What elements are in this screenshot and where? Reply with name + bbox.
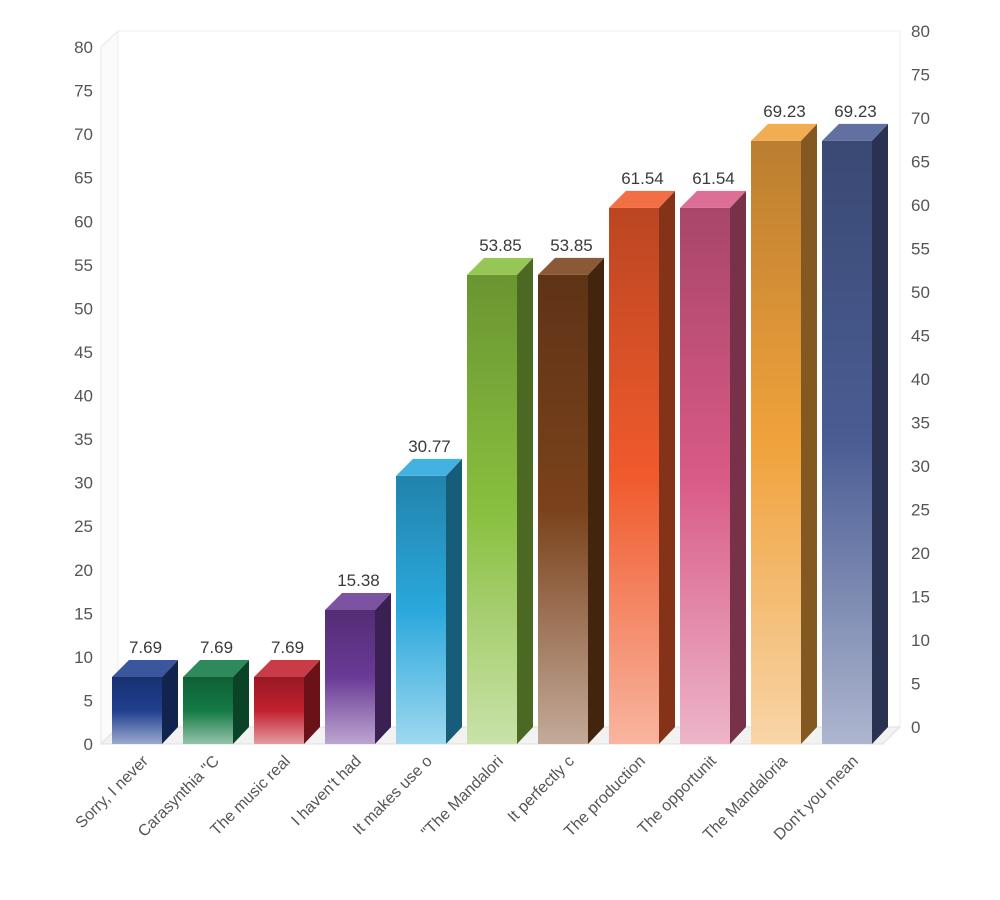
bar-front [112,677,162,744]
left-axis-tick-label: 50 [74,299,93,318]
data-label: 30.77 [408,437,451,456]
bar-top [751,123,817,141]
data-label: 7.69 [200,638,233,657]
data-label: 53.85 [550,236,593,255]
right-axis-tick-label: 60 [911,196,930,215]
right-axis-tick-label: 15 [911,588,930,607]
left-axis-tick-label: 70 [74,125,93,144]
bar-front [467,274,517,744]
data-label: 69.23 [834,102,877,121]
bar [254,660,320,744]
bar [183,660,249,744]
bar [751,123,817,745]
bar [325,593,391,744]
right-axis-tick-label: 5 [911,675,920,694]
right-axis-tick-label: 10 [911,631,930,650]
bar-side [517,257,533,744]
bar-top [609,190,675,208]
bar-front [183,677,233,744]
bars [112,123,888,745]
right-axis-tick-label: 40 [911,370,930,389]
left-axis-tick-label: 80 [74,38,93,57]
left-wall [100,29,119,746]
data-label: 61.54 [621,169,664,188]
data-label: 61.54 [692,169,735,188]
bar-side [375,593,391,744]
right-axis-tick-label: 25 [911,501,930,520]
bar [538,257,604,744]
bar-side [446,458,462,744]
left-axis-tick-label: 65 [74,169,93,188]
bar-front [751,140,801,744]
bar-top [538,257,604,275]
left-axis-tick-label: 45 [74,343,93,362]
bar-front [609,207,659,744]
left-axis-tick-label: 30 [74,474,93,493]
bar-top [112,660,178,678]
right-axis: 0 5 10 15 20 25 30 35 40 45 50 55 60 65 70 75 80 [911,22,930,737]
data-label: 7.69 [129,638,162,657]
right-axis-tick-label: 65 [911,153,930,172]
left-axis-tick-label: 75 [74,82,93,101]
bar-side [659,190,675,744]
bar-top [467,257,533,275]
bar-top [822,123,888,141]
data-label: 7.69 [271,638,304,657]
left-axis-tick-label: 10 [74,648,93,667]
bar [609,190,675,744]
bar-top [396,458,462,476]
category-label: I haven't had [288,753,364,829]
right-axis-tick-label: 45 [911,327,930,346]
bar-side [588,257,604,744]
left-axis-tick-label: 25 [74,517,93,536]
right-axis-tick-label: 80 [911,22,930,41]
left-axis-tick-label: 5 [84,691,93,710]
left-axis-tick-label: 20 [74,561,93,580]
bar-side [801,123,817,745]
bar-side [304,660,320,744]
bar-side [233,660,249,744]
category-label: It perfectly c [505,753,578,826]
bar-top [254,660,320,678]
bar-side [730,190,746,744]
bar [680,190,746,744]
data-label: 69.23 [763,102,806,121]
bar [822,123,888,745]
right-axis-tick-label: 55 [911,240,930,259]
bar-side [872,123,888,745]
bar-front [396,475,446,744]
right-axis-tick-label: 20 [911,544,930,563]
bar [467,257,533,744]
right-axis-tick-label: 30 [911,457,930,476]
bar-top [680,190,746,208]
bar [396,458,462,744]
right-axis-tick-label: 70 [911,109,930,128]
right-axis-tick-label: 50 [911,283,930,302]
bar-front [538,274,588,744]
bar-front [822,140,872,744]
category-label: Sorry, I never [73,752,153,832]
right-axis-tick-label: 0 [911,718,920,737]
left-axis-tick-label: 40 [74,387,93,406]
right-axis-tick-label: 35 [911,414,930,433]
data-labels: 7.69 7.69 7.69 15.38 30.77 53.85 53.85 61.54 61.… [129,102,877,657]
bar-side [162,660,178,744]
bar [112,660,178,744]
left-axis-tick-label: 35 [74,430,93,449]
left-axis: 0 5 10 15 20 25 30 35 40 45 50 55 60 65 70 75 80 [74,38,93,754]
left-axis-tick-label: 0 [84,735,93,754]
bar-top [325,593,391,611]
bar-top [183,660,249,678]
bar-front [680,207,730,744]
data-label: 53.85 [479,236,522,255]
bar-front [325,610,375,744]
data-label: 15.38 [337,571,380,590]
bar-front [254,677,304,744]
left-axis-tick-label: 55 [74,256,93,275]
left-axis-tick-label: 60 [74,212,93,231]
right-axis-tick-label: 75 [911,66,930,85]
left-axis-tick-label: 15 [74,604,93,623]
